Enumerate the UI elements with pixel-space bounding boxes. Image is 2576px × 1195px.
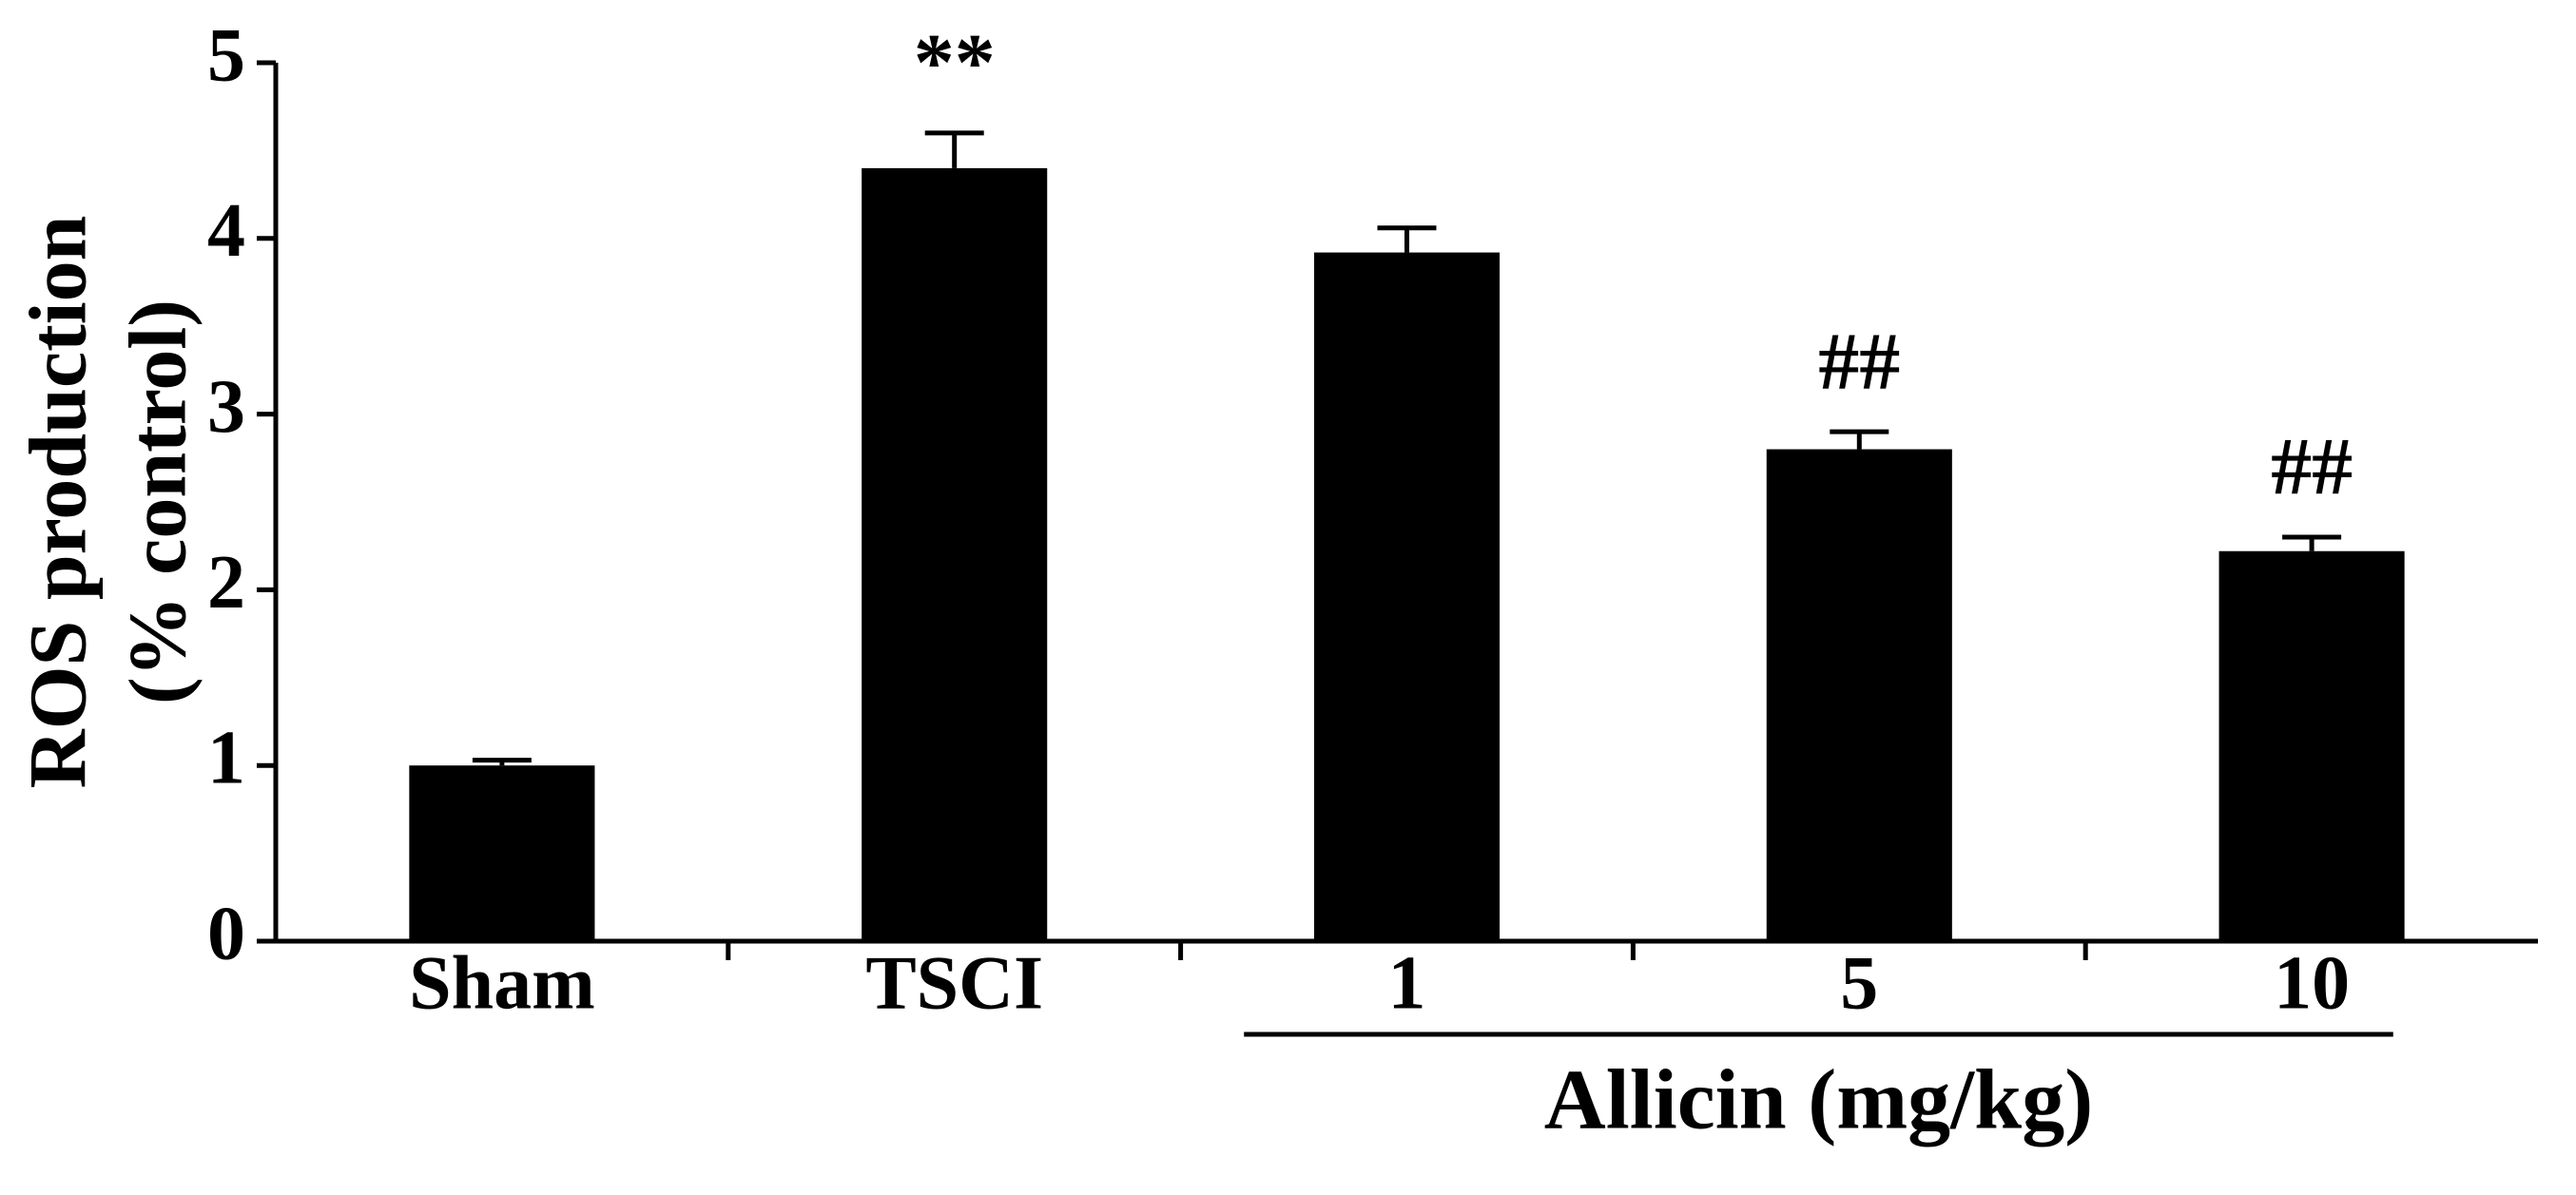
error-bar (1377, 225, 1437, 253)
y-axis-label: ROS production (12, 216, 104, 789)
x-tick-label: 5 (1840, 941, 1878, 1025)
x-tick-label: 1 (1388, 941, 1426, 1025)
y-tick-label: 0 (207, 892, 245, 975)
y-tick-label: 5 (207, 13, 245, 97)
x-tick-label: 10 (2274, 941, 2350, 1025)
y-tick-label: 1 (207, 717, 245, 800)
bar (862, 167, 1048, 941)
significance-mark: ## (2271, 421, 2353, 512)
bar (2218, 550, 2405, 941)
x-tick-label: TSCI (865, 941, 1043, 1025)
bar (409, 765, 595, 941)
error-bar (924, 130, 984, 168)
bar (1766, 449, 1952, 941)
bar (1313, 252, 1501, 942)
y-tick-label: 4 (207, 189, 245, 273)
error-bar (472, 758, 532, 766)
significance-mark: ** (914, 17, 996, 108)
y-tick-label: 3 (207, 365, 245, 449)
group-label: Allicin (mg/kg) (1544, 1053, 2094, 1147)
y-axis-label: (% control) (112, 299, 203, 704)
error-bar (2282, 534, 2342, 551)
error-bar (1830, 429, 1889, 450)
y-tick-label: 2 (207, 541, 245, 625)
x-tick-label: Sham (409, 941, 595, 1025)
significance-mark: ## (1818, 316, 1900, 407)
